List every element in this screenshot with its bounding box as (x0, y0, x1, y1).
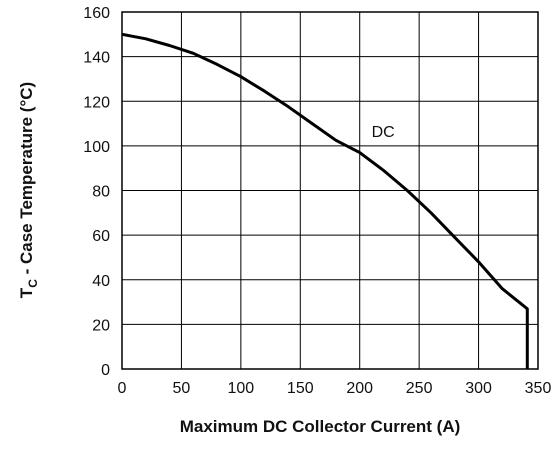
x-tick-label: 200 (346, 380, 373, 397)
y-tick-label: 60 (92, 228, 110, 245)
y-axis-title: TC - Case Temperature (°C) (17, 82, 40, 298)
series-annotation-dc: DC (372, 124, 395, 141)
plot-frame (121, 11, 539, 370)
y-tick-label: 160 (83, 5, 110, 22)
y-axis-title-subscript: C (26, 279, 40, 288)
x-tick-label: 250 (406, 380, 433, 397)
plot-border (121, 11, 539, 370)
y-tick-label: 120 (83, 94, 110, 111)
x-tick-label: 350 (525, 380, 552, 397)
x-axis-title: Maximum DC Collector Current (A) (180, 417, 461, 436)
y-tick-label: 0 (101, 362, 110, 379)
y-tick-label: 100 (83, 139, 110, 156)
y-tick-label: 40 (92, 273, 110, 290)
y-tick-label: 140 (83, 50, 110, 67)
x-tick-label: 300 (465, 380, 492, 397)
y-tick-label: 80 (92, 184, 110, 201)
series: DC (121, 32, 529, 369)
y-axis-title-main: T (17, 287, 36, 298)
y-tick-label: 20 (92, 317, 110, 334)
grid (121, 11, 539, 370)
x-tick-label: 0 (118, 380, 127, 397)
series-line-dc (121, 32, 529, 369)
x-tick-label: 50 (173, 380, 191, 397)
x-axis-ticks: 0 50 100 150 200 250 300 350 (118, 380, 552, 397)
x-tick-label: 100 (228, 380, 255, 397)
x-tick-label: 150 (287, 380, 314, 397)
y-axis-title-rest: - Case Temperature (°C) (17, 82, 36, 279)
y-axis-ticks: 0 20 40 60 80 100 120 140 160 (83, 5, 110, 379)
